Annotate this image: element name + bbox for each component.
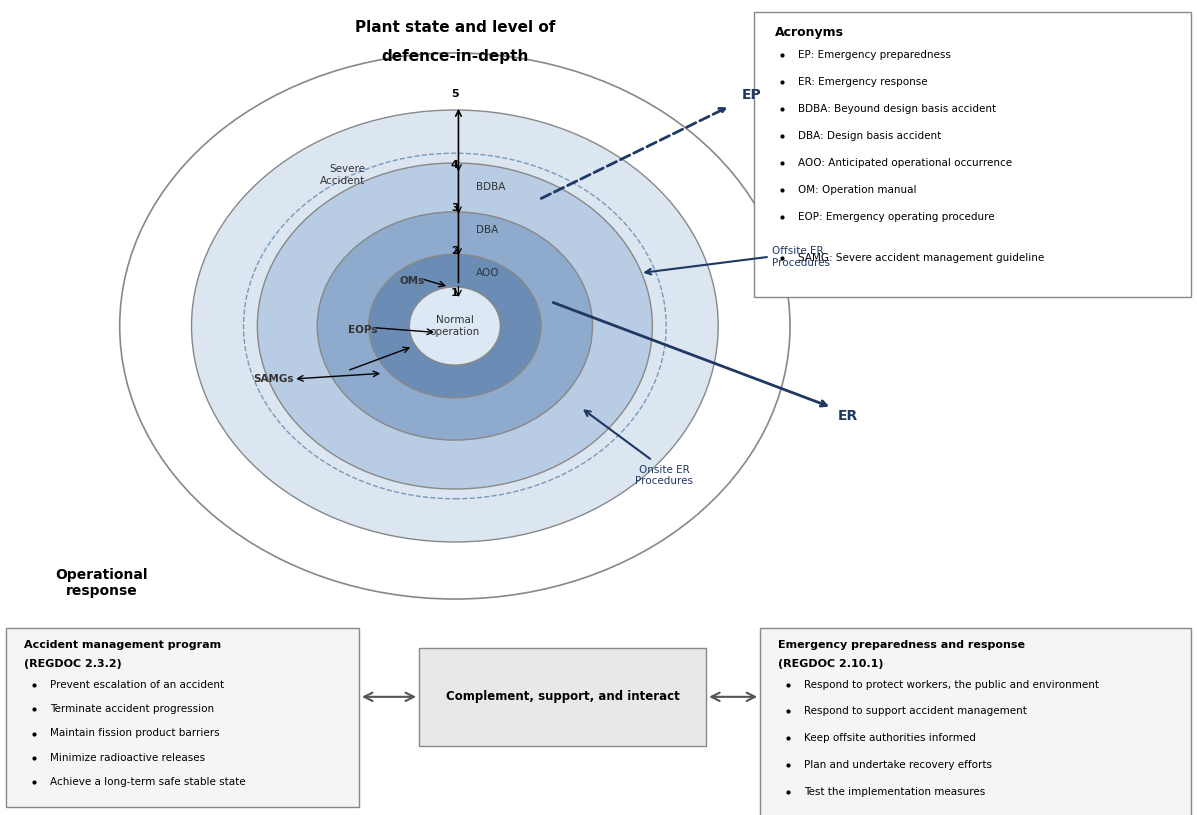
- Text: Accident management program: Accident management program: [24, 640, 221, 650]
- Text: Emergency preparedness and response: Emergency preparedness and response: [778, 640, 1025, 650]
- Text: Severe
Accident: Severe Accident: [320, 165, 365, 186]
- Text: DBA: DBA: [476, 225, 499, 235]
- Text: Acronyms: Acronyms: [774, 26, 844, 39]
- FancyBboxPatch shape: [754, 12, 1191, 297]
- Text: Onsite ER
Procedures: Onsite ER Procedures: [636, 465, 693, 487]
- Text: Plan and undertake recovery efforts: Plan and undertake recovery efforts: [804, 760, 992, 770]
- FancyBboxPatch shape: [419, 648, 706, 746]
- Text: OM: Operation manual: OM: Operation manual: [798, 185, 917, 195]
- Text: SAMG: Severe accident management guideline: SAMG: Severe accident management guideli…: [798, 253, 1045, 263]
- Text: (REGDOC 2.10.1): (REGDOC 2.10.1): [778, 659, 883, 668]
- Text: 3: 3: [451, 203, 458, 213]
- Ellipse shape: [409, 287, 500, 365]
- Ellipse shape: [317, 212, 593, 440]
- Text: EP: Emergency preparedness: EP: Emergency preparedness: [798, 51, 952, 60]
- Text: defence-in-depth: defence-in-depth: [381, 49, 529, 64]
- Text: 1: 1: [451, 289, 458, 298]
- Text: Achieve a long-term safe stable state: Achieve a long-term safe stable state: [50, 778, 245, 787]
- Ellipse shape: [120, 53, 790, 599]
- Text: ER: ER: [838, 408, 858, 423]
- Text: Offsite ER
Procedures: Offsite ER Procedures: [772, 246, 830, 267]
- Text: BDBA: Beyound design basis accident: BDBA: Beyound design basis accident: [798, 104, 997, 114]
- Text: OMs: OMs: [400, 276, 425, 286]
- Text: Minimize radioactive releases: Minimize radioactive releases: [50, 753, 206, 763]
- FancyBboxPatch shape: [760, 628, 1191, 815]
- Text: AOO: Anticipated operational occurrence: AOO: Anticipated operational occurrence: [798, 158, 1013, 168]
- Text: (REGDOC 2.3.2): (REGDOC 2.3.2): [24, 659, 122, 668]
- Text: DBA: Design basis accident: DBA: Design basis accident: [798, 131, 942, 141]
- Text: 2: 2: [451, 246, 458, 256]
- Text: Respond to support accident management: Respond to support accident management: [804, 707, 1027, 716]
- Text: AOO: AOO: [476, 268, 500, 278]
- Text: 5: 5: [451, 89, 458, 99]
- Text: Keep offsite authorities informed: Keep offsite authorities informed: [804, 734, 977, 743]
- Text: Operational
response: Operational response: [55, 567, 148, 598]
- Ellipse shape: [257, 163, 652, 489]
- Text: Test the implementation measures: Test the implementation measures: [804, 787, 985, 797]
- Text: Prevent escalation of an accident: Prevent escalation of an accident: [50, 680, 224, 689]
- Text: Respond to protect workers, the public and environment: Respond to protect workers, the public a…: [804, 680, 1099, 689]
- Text: Plant state and level of: Plant state and level of: [354, 20, 555, 35]
- Ellipse shape: [192, 110, 718, 542]
- Text: EP: EP: [742, 88, 761, 103]
- Text: Terminate accident progression: Terminate accident progression: [50, 704, 214, 714]
- Text: SAMGs: SAMGs: [253, 374, 293, 384]
- Ellipse shape: [369, 254, 541, 398]
- Text: EOPs: EOPs: [347, 325, 377, 335]
- Text: BDBA: BDBA: [476, 183, 506, 192]
- Text: ER: Emergency response: ER: Emergency response: [798, 77, 928, 87]
- Text: Complement, support, and interact: Complement, support, and interact: [445, 690, 680, 703]
- FancyBboxPatch shape: [6, 628, 359, 807]
- Text: EOP: Emergency operating procedure: EOP: Emergency operating procedure: [798, 212, 995, 222]
- Text: Normal
operation: Normal operation: [430, 315, 480, 337]
- Text: Maintain fission product barriers: Maintain fission product barriers: [50, 729, 220, 738]
- Text: 4: 4: [451, 160, 458, 170]
